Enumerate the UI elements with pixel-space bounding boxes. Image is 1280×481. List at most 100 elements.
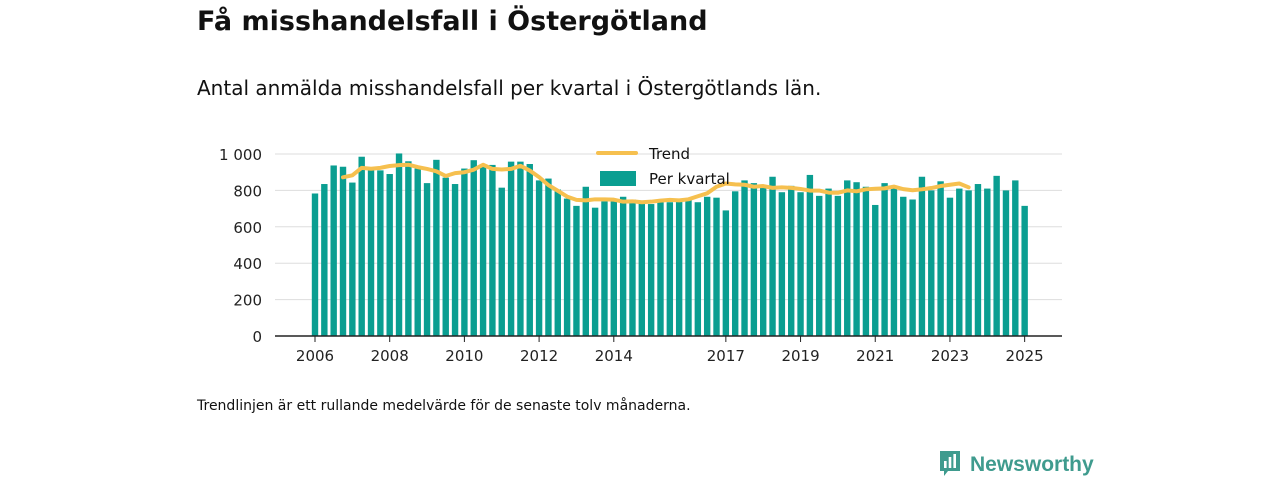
bar — [844, 180, 851, 336]
bar — [470, 160, 477, 336]
bar — [367, 168, 375, 336]
x-tick-label: 2025 — [1006, 347, 1044, 365]
bar — [713, 197, 720, 336]
bar — [582, 186, 589, 336]
y-tick-label: 1 000 — [219, 146, 262, 164]
y-tick-label: 200 — [233, 292, 262, 310]
bar — [675, 198, 683, 336]
legend: Trend Per kvartal — [596, 145, 730, 188]
bar — [797, 192, 804, 336]
y-tick-label: 800 — [233, 182, 262, 200]
x-tick-label: 2019 — [781, 347, 819, 365]
x-tick-label: 2010 — [445, 347, 483, 365]
bar — [619, 196, 627, 336]
y-tick-label: 600 — [233, 219, 262, 237]
brand-logo: Newsworthy — [938, 450, 1094, 480]
bar — [629, 199, 636, 336]
bar — [731, 191, 739, 336]
bar — [974, 184, 982, 336]
x-tick-label: 2014 — [595, 347, 633, 365]
bar — [321, 184, 328, 336]
chart: 0 200 400 600 800 1 000 2006 2008 2010 2012 2014 2… — [219, 145, 1062, 365]
bar — [423, 183, 431, 336]
bar — [638, 201, 646, 336]
bar — [900, 196, 907, 336]
bar — [498, 187, 505, 336]
y-tick-label: 400 — [233, 255, 262, 273]
bar — [377, 170, 384, 336]
bar — [489, 164, 496, 336]
x-tick-label: 2012 — [520, 347, 558, 365]
x-tick-label: 2008 — [371, 347, 409, 365]
bar — [946, 197, 954, 336]
bar — [816, 195, 823, 336]
legend-bar-label: Per kvartal — [649, 170, 730, 188]
bar — [806, 174, 814, 336]
bar — [517, 161, 524, 336]
bar — [956, 188, 963, 336]
brand-name: Newsworthy — [970, 453, 1094, 476]
bar — [647, 204, 655, 336]
bar — [610, 199, 617, 336]
bar — [507, 161, 515, 336]
bar — [339, 166, 347, 336]
bar — [311, 193, 319, 336]
bar — [601, 201, 608, 336]
bar — [834, 195, 842, 336]
bar — [1012, 180, 1019, 336]
bar — [349, 182, 356, 336]
bar — [554, 189, 561, 336]
bar — [909, 199, 916, 336]
x-tick-label: 2006 — [296, 347, 334, 365]
legend-trend-label: Trend — [648, 145, 690, 163]
bar — [591, 207, 599, 336]
bar — [405, 161, 412, 336]
bar — [881, 183, 888, 336]
bar — [703, 196, 711, 336]
bar — [694, 202, 702, 336]
x-tick-label: 2017 — [707, 347, 745, 365]
bar — [1021, 205, 1028, 336]
y-axis: 0 200 400 600 800 1 000 — [219, 146, 262, 346]
y-tick-label: 0 — [252, 328, 262, 346]
bar — [461, 168, 468, 336]
bar — [414, 168, 421, 336]
page-title: Få misshandelsfall i Östergötland — [197, 6, 708, 37]
bar — [563, 198, 571, 336]
bar — [573, 205, 580, 336]
bar — [330, 165, 337, 336]
bar — [862, 186, 870, 336]
bar — [722, 210, 730, 336]
bar — [760, 187, 767, 336]
legend-bar-swatch — [600, 171, 636, 186]
bar — [965, 190, 972, 336]
bar — [788, 185, 795, 336]
bar — [666, 202, 674, 336]
bar — [825, 188, 832, 336]
bar — [1002, 190, 1010, 336]
bar — [984, 188, 991, 336]
bar — [853, 182, 860, 336]
bar — [657, 202, 664, 336]
bar — [750, 183, 758, 336]
bar — [479, 164, 487, 336]
bar — [526, 164, 533, 336]
x-axis: 2006 2008 2010 2012 2014 2017 2019 2021 2023 2025 — [296, 336, 1044, 365]
bar-chart-bubble-icon — [938, 449, 962, 481]
bar — [890, 187, 898, 336]
bar — [741, 180, 748, 336]
bar — [395, 153, 403, 336]
bar — [993, 175, 1000, 336]
bar — [918, 176, 926, 336]
bar — [545, 178, 552, 336]
bar — [451, 184, 459, 336]
page-subtitle: Antal anmälda misshandelsfall per kvarta… — [197, 76, 822, 100]
bar — [358, 156, 365, 336]
trend-line — [341, 162, 971, 205]
bar — [433, 159, 440, 336]
bar — [937, 181, 944, 336]
x-tick-label: 2023 — [931, 347, 969, 365]
footnote: Trendlinjen är ett rullande medelvärde f… — [197, 398, 691, 414]
bar — [442, 177, 449, 336]
bar — [535, 180, 543, 336]
